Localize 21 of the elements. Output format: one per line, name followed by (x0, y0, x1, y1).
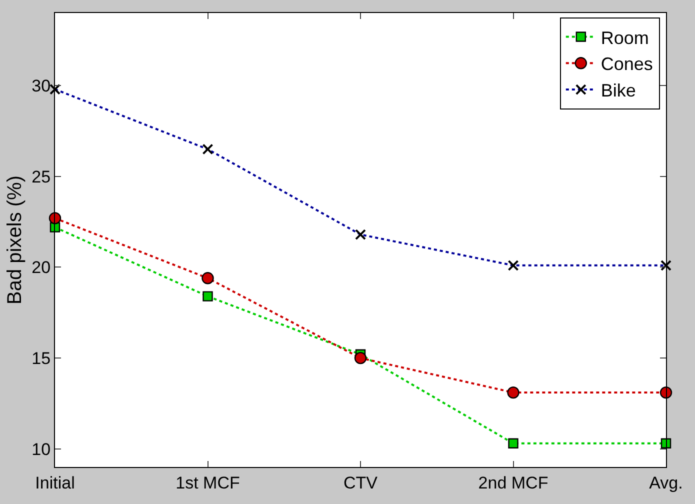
legend-label: Bike (600, 80, 636, 101)
y-tick-label: 25 (32, 167, 51, 186)
point (508, 438, 518, 448)
y-tick-label: 20 (32, 258, 51, 278)
legend-label: Room (600, 28, 649, 48)
x-tick-label: Avg. (649, 473, 683, 492)
x-tick-label: 2nd MCF (478, 473, 548, 492)
y-axis-title: Bad pixels (%) (4, 176, 26, 304)
point (660, 386, 672, 399)
y-tick-label: 10 (32, 440, 51, 459)
point (48, 212, 62, 224)
y-tick-label: 30 (32, 76, 51, 96)
point (202, 272, 214, 284)
point (202, 291, 213, 302)
point (354, 352, 367, 364)
x-tick-label: 1st MCF (176, 473, 240, 492)
point (507, 386, 520, 399)
y-tick-label: 15 (32, 348, 51, 368)
x-tick-label: CTV (344, 473, 378, 492)
x-tick-label: Initial (35, 473, 75, 492)
legend-label: Cones (600, 54, 653, 74)
